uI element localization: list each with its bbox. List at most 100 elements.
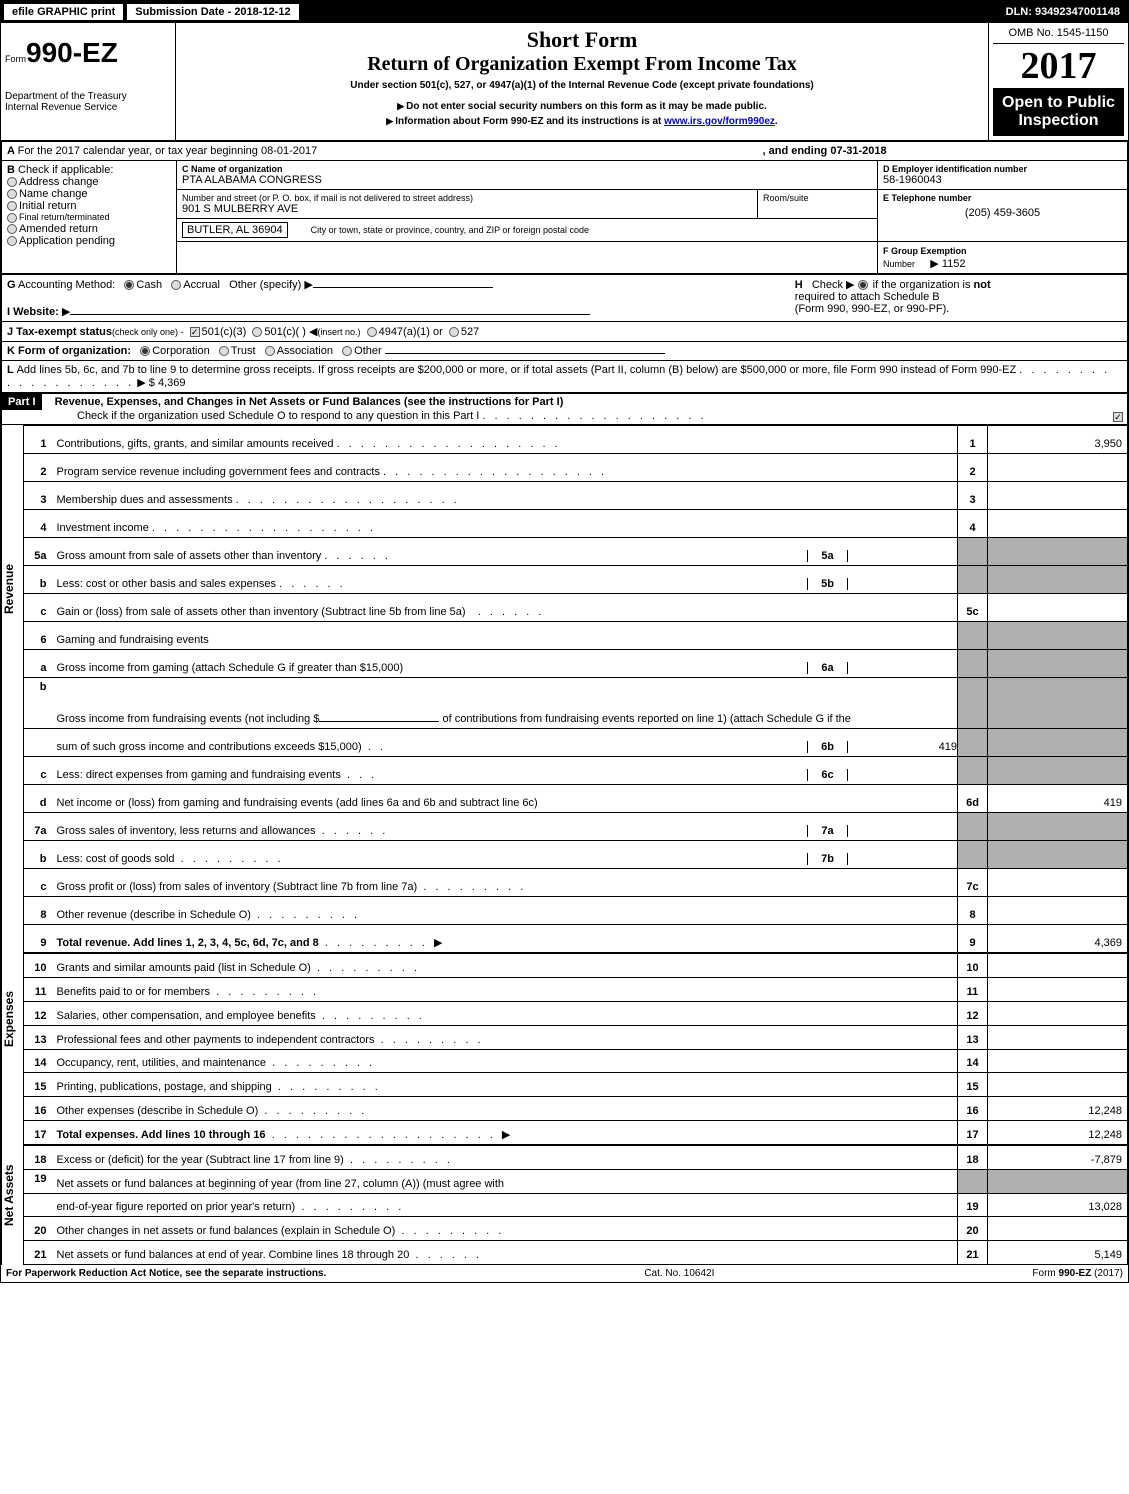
k-trust-radio[interactable]	[219, 346, 229, 356]
c-room-label: Room/suite	[763, 193, 872, 203]
g-opt-2: Other (specify)	[229, 279, 301, 291]
subtitle-3: Information about Form 990-EZ and its in…	[180, 116, 984, 127]
l2-value	[988, 454, 1128, 482]
g-label-a: G	[7, 279, 16, 291]
l9-desc: Total revenue. Add lines 1, 2, 3, 4, 5c,…	[57, 937, 319, 949]
b-opt-3: Final return/terminated	[19, 212, 110, 222]
l1-desc: Contributions, gifts, grants, and simila…	[57, 438, 334, 450]
form-number: 990-EZ	[26, 37, 118, 68]
l8-desc: Other revenue (describe in Schedule O)	[57, 909, 251, 921]
header-row: Form990-EZ Department of the Treasury In…	[1, 23, 1128, 141]
l11-value	[988, 977, 1128, 1001]
l12-desc: Salaries, other compensation, and employ…	[57, 1010, 316, 1022]
j-o4: 527	[461, 326, 479, 338]
check-address-change[interactable]	[7, 177, 17, 187]
l19-desc: Net assets or fund balances at beginning…	[57, 1178, 505, 1190]
expenses-wrapper: Expenses 10Grants and similar amounts pa…	[1, 953, 1128, 1145]
part1-header: Part I Revenue, Expenses, and Changes in…	[1, 393, 1128, 425]
l6c-desc: Less: direct expenses from gaming and fu…	[57, 769, 341, 781]
g-accrual-radio[interactable]	[171, 280, 181, 290]
l10-value	[988, 954, 1128, 978]
l6a-desc: Gross income from gaming (attach Schedul…	[57, 662, 404, 674]
irs-link[interactable]: www.irs.gov/form990ez	[664, 116, 775, 127]
d-ein: 58-1960043	[883, 174, 1122, 186]
b-opt-5: Application pending	[19, 235, 115, 247]
dept-line-2: Internal Revenue Service	[5, 102, 171, 113]
l7c-value	[988, 868, 1128, 896]
form-prefix: Form	[5, 54, 26, 64]
c-street: 901 S MULBERRY AVE	[182, 203, 752, 215]
j-check-text: (check only one) -	[112, 327, 184, 337]
l10-desc: Grants and similar amounts paid (list in…	[57, 962, 311, 974]
l6d-desc: Net income or (loss) from gaming and fun…	[57, 797, 538, 809]
footer: For Paperwork Reduction Act Notice, see …	[1, 1265, 1128, 1282]
lines-wrapper: Revenue 1Contributions, gifts, grants, a…	[1, 425, 1128, 953]
l21-desc: Net assets or fund balances at end of ye…	[57, 1249, 410, 1261]
check-final-return[interactable]	[7, 213, 17, 223]
l7c-desc: Gross profit or (loss) from sales of inv…	[57, 881, 418, 893]
revenue-table: 1Contributions, gifts, grants, and simil…	[23, 425, 1128, 953]
g-opt-0: Cash	[136, 279, 162, 291]
g-label-b: Accounting Method:	[18, 279, 115, 291]
submission-date: Submission Date - 2018-12-12	[126, 3, 299, 21]
g-opt-1: Accrual	[183, 279, 220, 291]
check-application-pending[interactable]	[7, 236, 17, 246]
check-name-change[interactable]	[7, 189, 17, 199]
l7b-value	[847, 853, 957, 865]
k-other-radio[interactable]	[342, 346, 352, 356]
l14-value	[988, 1049, 1128, 1073]
expenses-table: 10Grants and similar amounts paid (list …	[23, 953, 1128, 1145]
title-short-form: Short Form	[180, 27, 984, 53]
subtitle-1: Under section 501(c), 527, or 4947(a)(1)…	[180, 80, 984, 91]
footer-left: For Paperwork Reduction Act Notice, see …	[6, 1268, 326, 1279]
dots2: . . . . . . . . . . . . . . . . . . .	[482, 410, 706, 422]
d-label: D Employer identification number	[883, 164, 1122, 174]
l15-desc: Printing, publications, postage, and shi…	[57, 1081, 272, 1093]
header-right: OMB No. 1545-1150 2017 Open to PublicIns…	[988, 23, 1128, 140]
j-527-radio[interactable]	[449, 327, 459, 337]
j-o1: 501(c)(3)	[202, 326, 247, 338]
c-city: BUTLER, AL 36904	[182, 222, 288, 238]
l4-value	[988, 510, 1128, 538]
c-city-label: City or town, state or province, country…	[311, 225, 589, 235]
side-expenses: Expenses	[1, 953, 23, 1145]
side-revenue: Revenue	[1, 425, 23, 953]
e-phone: (205) 459-3605	[883, 207, 1122, 219]
j-501c-radio[interactable]	[252, 327, 262, 337]
sub3-text-a: Information about Form 990-EZ and its in…	[395, 116, 664, 127]
line-a-ending: , and ending 07-31-2018	[763, 145, 887, 157]
e-label: E Telephone number	[883, 193, 1122, 203]
l19-desc-2: end-of-year figure reported on prior yea…	[57, 1201, 296, 1213]
l5b-value	[847, 578, 957, 590]
part1-bar: Part I	[2, 394, 42, 410]
l7a-value	[847, 825, 957, 837]
l6d-value: 419	[988, 784, 1128, 812]
subtitle-2: Do not enter social security numbers on …	[180, 101, 984, 112]
b-label: Check if applicable:	[18, 164, 113, 176]
l3-value	[988, 482, 1128, 510]
g-cash-radio[interactable]	[124, 280, 134, 290]
c-org-name: PTA ALABAMA CONGRESS	[182, 174, 872, 186]
netassets-wrapper: Net Assets 18Excess or (deficit) for the…	[1, 1145, 1128, 1265]
efile-print-button[interactable]: efile GRAPHIC print	[3, 3, 124, 21]
footer-right: Form 990-EZ (2017)	[1032, 1268, 1123, 1279]
l9-value: 4,369	[988, 924, 1128, 952]
check-initial-return[interactable]	[7, 201, 17, 211]
sub3-text-c: .	[775, 116, 778, 127]
b-opt-4: Amended return	[19, 223, 98, 235]
j-label: J Tax-exempt status	[7, 326, 112, 338]
l6b-desc-2: of contributions from fundraising events…	[442, 713, 850, 725]
check-amended-return[interactable]	[7, 224, 17, 234]
top-bar: efile GRAPHIC print Submission Date - 20…	[1, 1, 1128, 23]
k-assoc-radio[interactable]	[265, 346, 275, 356]
part1-schedule-o-check[interactable]: ✓	[1113, 412, 1123, 422]
l16-desc: Other expenses (describe in Schedule O)	[57, 1105, 259, 1117]
form-container: efile GRAPHIC print Submission Date - 20…	[0, 0, 1129, 1283]
j-4947-radio[interactable]	[367, 327, 377, 337]
l7a-desc: Gross sales of inventory, less returns a…	[57, 825, 316, 837]
j-501c3-check[interactable]: ✓	[190, 327, 200, 337]
k-corp-radio[interactable]	[140, 346, 150, 356]
l20-value	[988, 1217, 1128, 1241]
h-check[interactable]	[858, 280, 868, 290]
j-o2: 501(c)( )	[264, 326, 306, 338]
